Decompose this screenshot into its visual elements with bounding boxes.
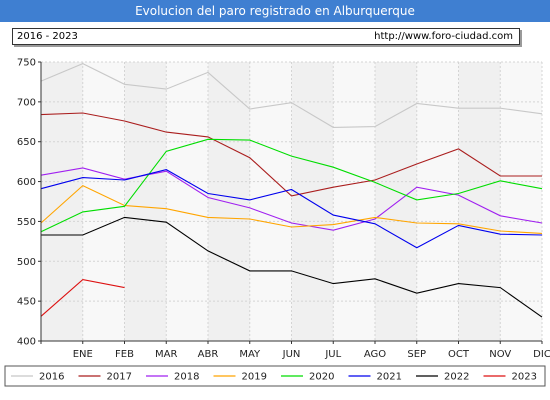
legend-label-2023: 2023 — [512, 372, 537, 383]
x-tick-label: NOV — [489, 349, 511, 360]
x-tick-label: JUN — [282, 349, 301, 360]
series-line-2020 — [40, 138, 543, 233]
legend: 2016 2017 2018 2019 2020 2021 2022 2023 — [4, 365, 546, 387]
x-tick-label: DIC — [533, 349, 550, 360]
x-tick-label: ENE — [73, 349, 93, 360]
series-line-2018 — [40, 167, 543, 231]
x-tick-label: OCT — [448, 349, 470, 360]
plot-band — [208, 62, 250, 341]
series-line-2016 — [40, 62, 543, 128]
series-line-2023 — [40, 279, 125, 317]
legend-label-2017: 2017 — [107, 372, 132, 383]
plot-band — [458, 62, 501, 341]
plot-band — [291, 62, 334, 341]
x-tick-label: ABR — [198, 349, 219, 360]
period-label: 2016 - 2023 — [17, 31, 78, 42]
y-tick-label: 650 — [17, 137, 36, 148]
x-tick-label: FEB — [115, 349, 134, 360]
legend-box — [4, 365, 546, 387]
series-line-2021 — [40, 169, 543, 249]
x-tick-label: MAR — [155, 349, 177, 360]
plot-band — [124, 62, 167, 341]
legend-label-2021: 2021 — [377, 372, 402, 383]
legend-label-2018: 2018 — [174, 372, 199, 383]
x-tick-label: AGO — [364, 349, 386, 360]
plot-band — [375, 62, 417, 341]
y-tick-label: 500 — [17, 257, 36, 268]
axes — [38, 61, 543, 344]
chart-title: Evolucion del paro registrado en Alburqu… — [0, 0, 550, 22]
series-line-2022 — [41, 216, 543, 318]
series-lines — [40, 62, 543, 318]
legend-label-2020: 2020 — [309, 372, 334, 383]
series-line-2017 — [40, 112, 542, 197]
y-tick-label: 600 — [17, 177, 36, 188]
plot-band — [41, 62, 83, 341]
y-tick-label: 450 — [17, 297, 36, 308]
x-tick-label: MAY — [239, 349, 261, 360]
x-tick-label: JUL — [324, 349, 341, 360]
source-url: http://www.foro-ciudad.com — [374, 31, 513, 42]
y-tick-label: 550 — [17, 217, 36, 228]
legend-label-2019: 2019 — [242, 372, 267, 383]
legend-label-2016: 2016 — [39, 372, 64, 383]
x-tick-labels: ENE FEB MAR ABR MAY JUN JUL AGO SEP OCT NOV DIC — [73, 349, 550, 360]
x-tick-label: SEP — [407, 349, 426, 360]
y-tick-label: 750 — [17, 58, 36, 69]
y-tick-labels: 400 450 500 550 600 650 700 750 — [17, 58, 36, 348]
y-tick-label: 400 — [17, 337, 36, 348]
y-tick-label: 700 — [17, 97, 36, 108]
info-bar: 2016 - 2023 http://www.foro-ciudad.com — [12, 28, 520, 45]
legend-label-2022: 2022 — [444, 372, 469, 383]
